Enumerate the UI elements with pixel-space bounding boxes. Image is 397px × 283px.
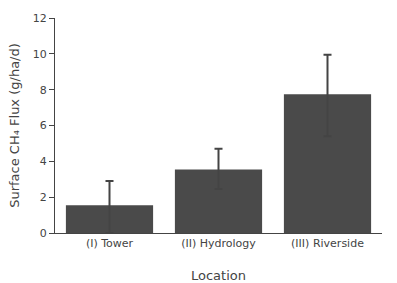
svg-text:(III) Riverside: (III) Riverside — [291, 237, 364, 250]
svg-text:6: 6 — [40, 119, 47, 132]
svg-text:(II) Hydrology: (II) Hydrology — [181, 237, 256, 250]
svg-text:4: 4 — [40, 155, 47, 168]
svg-text:2: 2 — [40, 191, 47, 204]
svg-text:(I) Tower: (I) Tower — [86, 237, 134, 250]
svg-text:Surface CH₄ Flux (g/ha/d): Surface CH₄ Flux (g/ha/d) — [7, 43, 22, 208]
svg-text:12: 12 — [33, 12, 47, 25]
svg-text:8: 8 — [40, 84, 47, 97]
svg-text:0: 0 — [40, 227, 47, 240]
svg-text:Location: Location — [191, 268, 246, 283]
svg-text:10: 10 — [33, 48, 47, 61]
